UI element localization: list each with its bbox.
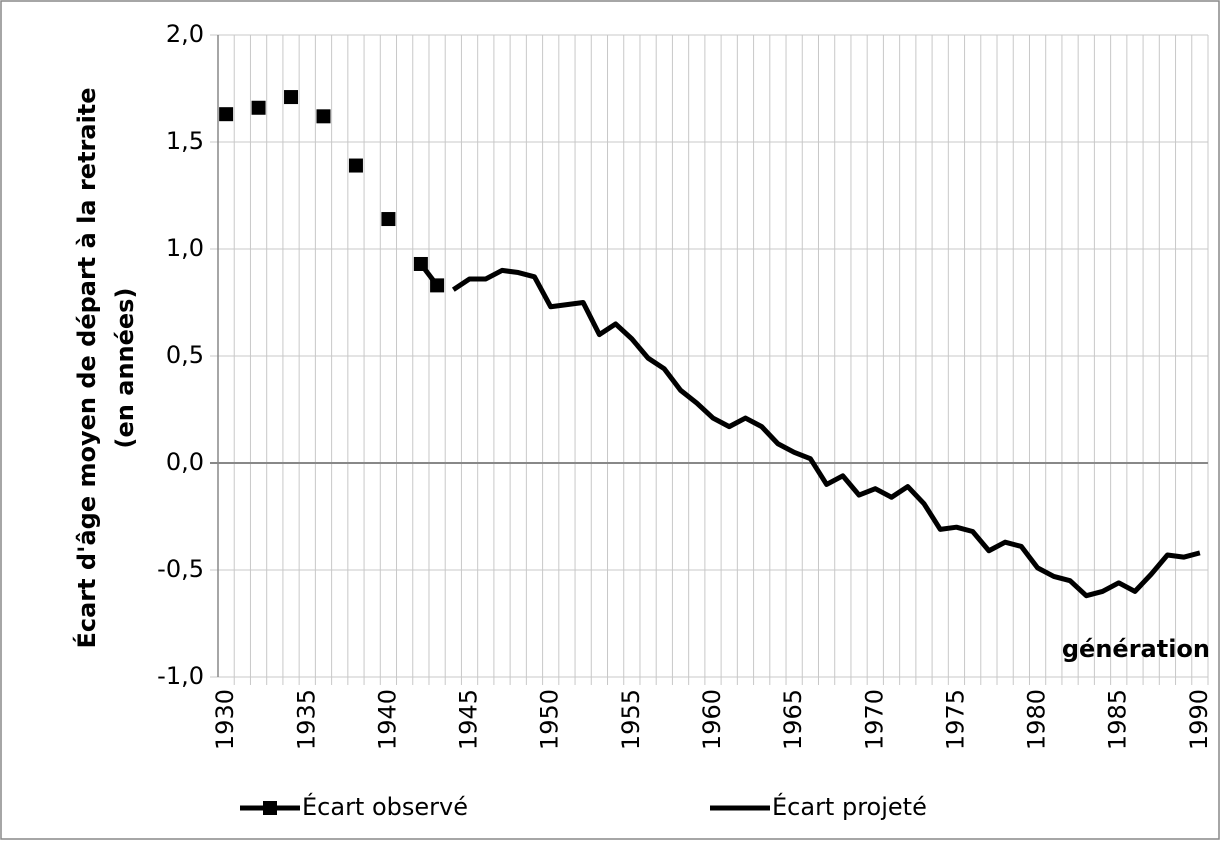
x-tick-label: 1980	[1023, 689, 1051, 750]
marker	[348, 158, 363, 173]
marker	[430, 278, 445, 293]
y-tick-label: 2,0	[166, 20, 204, 48]
legend-label: Écart projeté	[772, 792, 927, 821]
y-tick-label: -0,5	[157, 555, 204, 583]
y-tick-label: -1,0	[157, 662, 204, 690]
marker	[251, 100, 266, 115]
x-tick-label: 1965	[779, 689, 807, 750]
annotation: génération	[1062, 635, 1210, 663]
y-axis-title: Écart d'âge moyen de départ à la retrait…	[72, 87, 101, 648]
marker	[381, 212, 396, 227]
series-line	[451, 267, 1201, 599]
x-tick-label: 1930	[211, 689, 239, 750]
x-tick-label: 1955	[617, 689, 645, 750]
legend-marker	[263, 801, 277, 815]
x-tick-label: 1985	[1104, 689, 1132, 750]
y-tick-label: 0,5	[166, 341, 204, 369]
x-tick-label: 1990	[1185, 689, 1213, 750]
x-tick-label: 1975	[941, 689, 969, 750]
marker	[219, 107, 234, 122]
x-tick-label: 1960	[698, 689, 726, 750]
x-tick-label: 1940	[373, 689, 401, 750]
legend-label: Écart observé	[302, 792, 468, 821]
marker	[284, 90, 299, 105]
x-tick-label: 1970	[860, 689, 888, 750]
y-tick-label: 0,0	[166, 448, 204, 476]
y-axis-title: (en années)	[111, 288, 139, 449]
marker	[316, 109, 331, 124]
y-tick-label: 1,0	[166, 234, 204, 262]
x-tick-label: 1945	[455, 689, 483, 750]
x-tick-label: 1935	[292, 689, 320, 750]
x-tick-label: 1950	[536, 689, 564, 750]
marker	[413, 256, 428, 271]
y-tick-label: 1,5	[166, 127, 204, 155]
